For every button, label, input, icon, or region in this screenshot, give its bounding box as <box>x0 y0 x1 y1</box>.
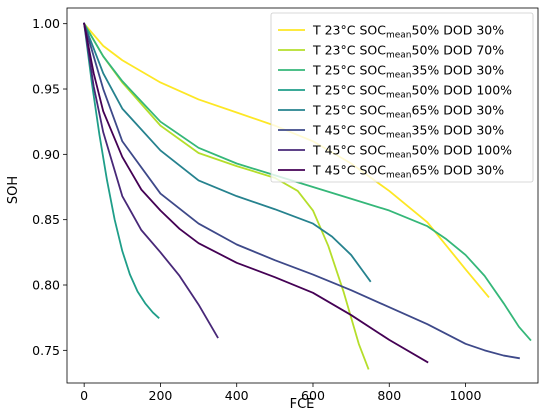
y-tick-label: 0.80 <box>32 278 60 293</box>
series-line-4 <box>83 22 160 319</box>
x-tick-label: 1000 <box>450 388 482 403</box>
plot-area <box>66 7 539 384</box>
y-axis: 0.75 0.80 0.85 0.90 0.95 1.00 <box>32 16 67 358</box>
legend-label: T 25°C SOCmean35% DOD 30% <box>312 63 504 81</box>
series-line-8 <box>83 22 429 364</box>
x-tick-label: 600 <box>301 388 325 403</box>
y-axis-label: SOH <box>6 176 21 204</box>
legend-label: T 23°C SOCmean50% DOD 70% <box>312 43 504 61</box>
y-tick-label: 0.75 <box>32 343 60 358</box>
x-tick-label: 200 <box>149 388 173 403</box>
x-tick-label: 800 <box>377 388 401 403</box>
legend-label: T 45°C SOCmean35% DOD 30% <box>312 123 504 141</box>
legend-label: T 25°C SOCmean65% DOD 30% <box>312 103 504 121</box>
y-tick-label: 0.90 <box>32 147 60 162</box>
legend: T 23°C SOCmean50% DOD 30% T 23°C SOCmean5… <box>270 12 534 183</box>
legend-label: T 45°C SOCmean50% DOD 100% <box>312 143 512 161</box>
y-tick-label: 1.00 <box>32 16 60 31</box>
series-line-3 <box>82 22 532 342</box>
legend-frame <box>270 12 534 183</box>
series-line-5 <box>82 22 372 283</box>
series-line-6 <box>83 22 520 360</box>
x-tick-label: 0 <box>80 388 88 403</box>
legend-label: T 25°C SOCmean50% DOD 100% <box>312 83 512 101</box>
plot-frame <box>66 7 539 384</box>
series-line-7 <box>83 22 219 339</box>
x-axis: 0 200 400 600 800 1000 <box>80 383 481 403</box>
x-tick-label: 400 <box>225 388 249 403</box>
legend-label: T 23°C SOCmean50% DOD 30% <box>312 23 504 41</box>
y-tick-label: 0.95 <box>32 82 60 97</box>
legend-label: T 45°C SOCmean65% DOD 30% <box>312 163 504 181</box>
x-axis-label: FCE <box>290 397 315 412</box>
y-tick-label: 0.85 <box>32 212 60 227</box>
